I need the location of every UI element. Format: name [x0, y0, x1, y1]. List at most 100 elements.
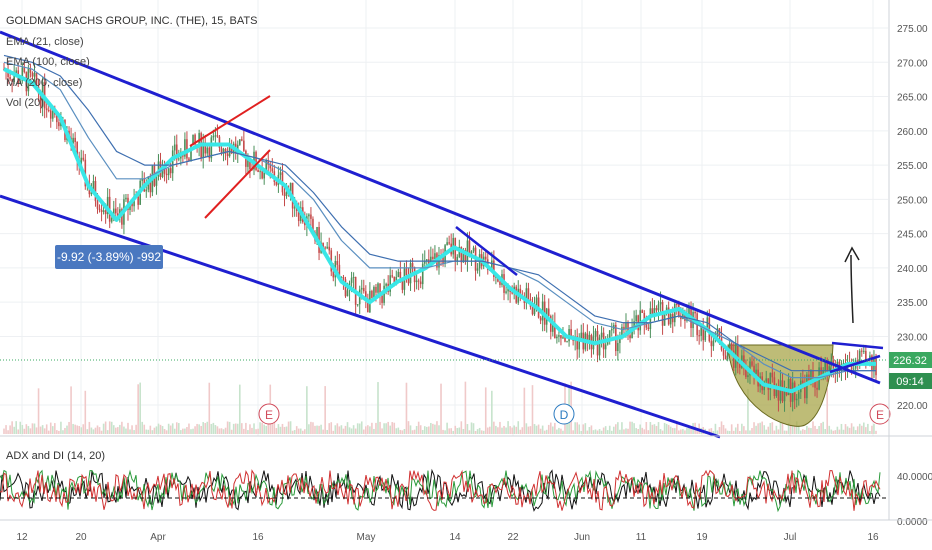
- wedge-lower-line[interactable]: [204, 149, 271, 219]
- candle-body: [476, 268, 479, 271]
- volume-bar: [171, 423, 174, 434]
- candle-body: [39, 93, 42, 107]
- volume-bar: [145, 429, 148, 434]
- candle-body: [533, 307, 536, 315]
- candle-body: [755, 369, 757, 374]
- volume-bar: [425, 426, 428, 434]
- candle-body: [698, 335, 700, 337]
- trend-lines[interactable]: [0, 30, 884, 439]
- volume-bar: [220, 428, 223, 434]
- volume-bar: [598, 428, 601, 434]
- volume-bar: [751, 428, 753, 434]
- candle-body: [407, 274, 410, 284]
- volume-bar: [834, 430, 837, 434]
- volume-bar: [143, 424, 146, 434]
- volume-bar: [267, 424, 270, 434]
- candle-body: [659, 302, 662, 305]
- earnings-marker-1[interactable]: E: [258, 403, 280, 425]
- volume-bar: [419, 425, 422, 434]
- dividend-marker[interactable]: D: [553, 403, 575, 425]
- volume-bar: [58, 430, 60, 434]
- volume-bar: [519, 429, 522, 434]
- candle-body: [397, 271, 400, 278]
- volume-bar: [127, 422, 129, 434]
- volume-bar: [787, 423, 790, 434]
- volume-bar: [157, 423, 160, 434]
- candle-body: [72, 137, 74, 144]
- earnings-marker-2[interactable]: E: [869, 403, 891, 425]
- candle-body: [617, 343, 619, 352]
- volume-bar: [119, 424, 121, 434]
- candle-body: [332, 271, 335, 278]
- time-axis[interactable]: 12 20 Apr 16 May 14 22 Jun 11 19 Jul 16: [0, 519, 932, 543]
- candle-body: [608, 330, 611, 341]
- volume-bar: [797, 425, 800, 434]
- indicator-ma200[interactable]: MA (200, close): [6, 77, 82, 89]
- volume-bar: [830, 429, 833, 434]
- volume-bar: [135, 424, 137, 434]
- volume-bar: [493, 421, 495, 434]
- candle-body: [279, 172, 282, 175]
- candle-body: [671, 314, 674, 323]
- time-tick-label: 16: [252, 532, 264, 543]
- candle-body: [259, 171, 261, 173]
- candle-body: [21, 67, 24, 82]
- flag-lower-line[interactable]: [829, 354, 881, 374]
- volume-bar: [281, 423, 284, 434]
- candle-body: [645, 324, 648, 328]
- volume-bar: [163, 428, 166, 434]
- candle-body: [704, 329, 707, 341]
- candle-body: [728, 343, 731, 352]
- symbol-title: GOLDMAN SACHS GROUP, INC. (THE), 15, BAT…: [6, 15, 257, 27]
- candle-body: [775, 389, 778, 397]
- volume-bar: [615, 424, 617, 434]
- candle-body: [732, 350, 735, 368]
- candle-body: [804, 382, 806, 399]
- adx-panel[interactable]: ADX and DI (14, 20) 40.0000 0.0000: [0, 435, 932, 528]
- channel-upper-line[interactable]: [0, 30, 881, 385]
- flag-upper-line[interactable]: [831, 341, 884, 350]
- candle-body: [141, 179, 144, 181]
- volume-bar: [566, 421, 568, 434]
- candle-body: [842, 362, 845, 365]
- price-tick-label: 255.00: [897, 161, 928, 172]
- hand-drawn-arrow[interactable]: [844, 246, 860, 324]
- indicator-volume[interactable]: Vol (20): [6, 97, 44, 109]
- wedge-upper-line[interactable]: [189, 95, 271, 147]
- volume-bar: [495, 425, 497, 434]
- candle-body: [214, 135, 217, 137]
- candle-body: [131, 202, 133, 207]
- volume-bar: [499, 421, 501, 434]
- candle-body: [377, 283, 379, 293]
- candle-body: [869, 355, 871, 361]
- volume-bar: [338, 426, 341, 434]
- event-markers[interactable]: E D E: [258, 403, 891, 425]
- volume-bar: [428, 426, 430, 434]
- volume-bar: [218, 428, 221, 434]
- volume-bar: [718, 427, 721, 434]
- countdown-value: 09:14: [896, 376, 924, 388]
- volume-bar: [204, 423, 207, 434]
- volume-bar: [407, 421, 410, 434]
- volume-bar: [462, 428, 465, 434]
- volume-bar: [741, 423, 743, 434]
- blue-segment-line[interactable]: [455, 226, 518, 276]
- volume-bar: [572, 430, 574, 434]
- volume-bar: [808, 427, 810, 434]
- adx-title[interactable]: ADX and DI (14, 20): [6, 450, 105, 462]
- volume-bar: [858, 423, 861, 434]
- candle-body: [96, 201, 99, 209]
- candle-body: [186, 139, 188, 159]
- volume-bar: [255, 429, 257, 434]
- time-tick-label: 20: [75, 532, 87, 543]
- candle-body: [175, 144, 178, 160]
- indicator-ema21[interactable]: EMA (21, close): [6, 36, 84, 48]
- channel-lower-line[interactable]: [0, 194, 721, 439]
- candle-body: [312, 218, 314, 233]
- indicator-ema100[interactable]: EMA (100, close): [6, 56, 90, 68]
- price-axis[interactable]: 275.00 270.00 265.00 260.00 255.00 250.00 245.…: [888, 0, 932, 436]
- volume-bar: [330, 422, 333, 434]
- volume-bar: [671, 427, 674, 434]
- volume-bar: [765, 429, 768, 434]
